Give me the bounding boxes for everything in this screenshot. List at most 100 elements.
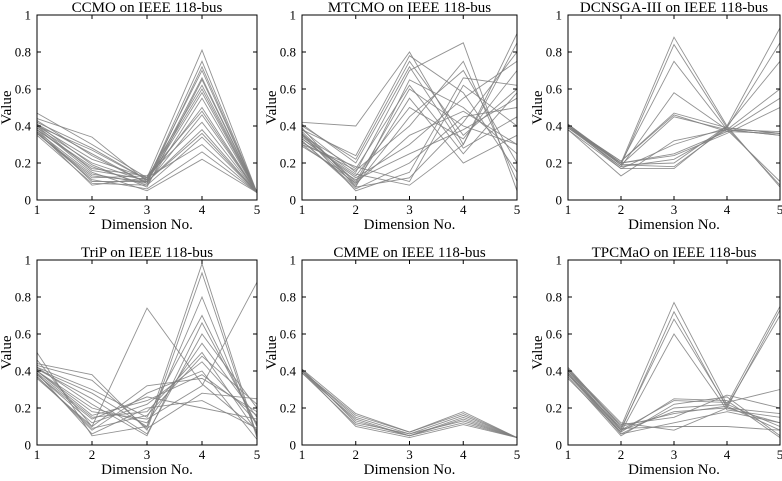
y-tick-label: 0 xyxy=(556,438,563,453)
series-group xyxy=(567,27,781,188)
series-line xyxy=(36,110,258,193)
series-line xyxy=(36,370,258,416)
x-tick-label: 2 xyxy=(353,202,360,217)
series-line xyxy=(301,33,518,146)
series-line xyxy=(36,133,258,193)
y-tick-label: 0.2 xyxy=(546,156,562,171)
series-line xyxy=(301,60,518,179)
series-line xyxy=(36,374,258,420)
y-tick-label: 1 xyxy=(25,8,32,23)
series-line xyxy=(301,370,518,439)
x-tick-label: 4 xyxy=(724,447,731,462)
series-line xyxy=(301,51,518,188)
y-tick-label: 0.6 xyxy=(546,327,563,342)
y-tick-label: 0 xyxy=(25,193,32,208)
series-line xyxy=(36,342,258,424)
y-axis-label: Value xyxy=(0,90,15,124)
y-tick-label: 0.2 xyxy=(546,401,562,416)
series-line xyxy=(36,333,258,435)
chart-panel-4: 1 2 3 4 5 0 0.2 0.4 0.6 0.8 1 TriP on IEEE 118-bus D… xyxy=(0,245,260,478)
series-line xyxy=(301,70,518,177)
y-tick-label: 0 xyxy=(290,193,297,208)
series-line xyxy=(567,60,781,182)
series-line xyxy=(567,61,781,166)
x-tick-label: 3 xyxy=(671,447,678,462)
series-line xyxy=(36,361,258,424)
x-axis-label: Dimension No. xyxy=(628,217,720,233)
x-axis-label: Dimension No. xyxy=(364,462,456,478)
series-line xyxy=(36,65,258,193)
y-tick-label: 1 xyxy=(290,8,297,23)
series-line xyxy=(36,314,258,427)
x-tick-label: 1 xyxy=(34,447,41,462)
x-axis-label: Dimension No. xyxy=(364,217,456,233)
series-line xyxy=(567,372,781,435)
series-line xyxy=(301,79,518,188)
series-group xyxy=(301,368,518,439)
x-tick-label: 4 xyxy=(724,202,731,217)
series-line xyxy=(301,84,518,170)
series-line xyxy=(36,364,258,429)
y-tick-label: 0.2 xyxy=(280,156,296,171)
series-line xyxy=(567,107,781,164)
y-tick-label: 0.4 xyxy=(546,119,563,134)
chart-panel-3: 1 2 3 4 5 0 0.2 0.4 0.6 0.8 1 DCNSGA-III on IEEE 11… xyxy=(530,0,782,233)
series-line xyxy=(301,60,518,182)
series-line xyxy=(36,84,258,193)
chart-title: TriP on IEEE 118-bus xyxy=(81,245,213,261)
y-tick-label: 0.6 xyxy=(280,327,297,342)
series-line xyxy=(36,372,258,435)
x-tick-label: 2 xyxy=(353,447,360,462)
y-axis-label: Value xyxy=(264,90,280,124)
x-tick-label: 3 xyxy=(671,202,678,217)
x-tick-label: 3 xyxy=(144,447,151,462)
series-line xyxy=(36,78,258,193)
series-line xyxy=(301,368,518,439)
y-tick-label: 1 xyxy=(556,8,563,23)
chart-panel-5: 1 2 3 4 5 0 0.2 0.4 0.6 0.8 1 CMME on IEEE 118-bus D… xyxy=(264,245,520,478)
y-tick-label: 0.8 xyxy=(546,290,562,305)
x-tick-label: 5 xyxy=(514,447,521,462)
series-line xyxy=(567,333,781,433)
x-tick-label: 3 xyxy=(144,202,151,217)
y-tick-label: 0.8 xyxy=(15,290,31,305)
series-line xyxy=(567,370,781,426)
y-tick-label: 0.4 xyxy=(15,364,32,379)
x-tick-label: 2 xyxy=(89,202,96,217)
series-line xyxy=(567,318,781,431)
series-line xyxy=(567,372,781,431)
x-tick-label: 3 xyxy=(406,447,413,462)
y-tick-label: 0.8 xyxy=(280,45,296,60)
y-tick-label: 0.6 xyxy=(546,82,563,97)
y-axis-label: Value xyxy=(530,90,546,124)
series-line xyxy=(301,55,518,173)
series-line xyxy=(301,370,518,439)
series-line xyxy=(36,48,258,193)
x-tick-label: 5 xyxy=(777,202,782,217)
chart-title: CMME on IEEE 118-bus xyxy=(333,245,486,261)
y-tick-label: 0.6 xyxy=(15,327,32,342)
y-tick-label: 0.4 xyxy=(280,119,297,134)
y-tick-label: 1 xyxy=(25,253,32,268)
series-group xyxy=(36,48,258,193)
x-tick-label: 5 xyxy=(254,447,261,462)
series-line xyxy=(36,377,258,428)
y-tick-label: 0 xyxy=(290,438,297,453)
y-tick-label: 0.8 xyxy=(280,290,296,305)
series-line xyxy=(567,112,781,162)
x-tick-label: 1 xyxy=(34,202,41,217)
series-line xyxy=(36,271,258,438)
y-tick-label: 0.6 xyxy=(280,82,297,97)
y-tick-label: 1 xyxy=(290,253,297,268)
x-axis-label: Dimension No. xyxy=(101,217,193,233)
x-tick-label: 2 xyxy=(618,447,625,462)
y-tick-label: 0.4 xyxy=(15,119,32,134)
series-group xyxy=(567,301,781,438)
series-line xyxy=(36,131,258,193)
x-tick-label: 1 xyxy=(565,447,572,462)
y-tick-label: 0.2 xyxy=(15,401,31,416)
series-line xyxy=(301,42,518,186)
chart-title: TPCMaO on IEEE 118-bus xyxy=(592,245,757,261)
x-tick-label: 1 xyxy=(299,447,306,462)
